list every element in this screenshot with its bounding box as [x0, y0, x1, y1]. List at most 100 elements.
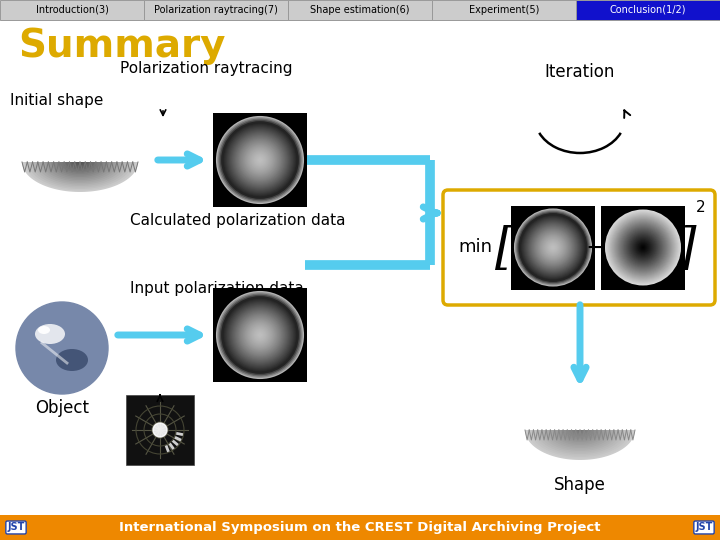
- Ellipse shape: [523, 217, 583, 278]
- Ellipse shape: [641, 246, 645, 249]
- Ellipse shape: [639, 244, 647, 251]
- Ellipse shape: [227, 302, 293, 368]
- Text: JST: JST: [7, 523, 24, 532]
- Ellipse shape: [221, 122, 299, 199]
- Ellipse shape: [546, 240, 561, 255]
- Ellipse shape: [231, 131, 289, 189]
- Ellipse shape: [530, 225, 576, 271]
- PathPatch shape: [74, 162, 86, 165]
- Ellipse shape: [637, 242, 649, 253]
- Ellipse shape: [623, 227, 663, 267]
- PathPatch shape: [572, 430, 588, 435]
- Ellipse shape: [518, 212, 588, 282]
- Ellipse shape: [246, 321, 274, 349]
- Ellipse shape: [228, 128, 292, 192]
- Ellipse shape: [227, 127, 293, 193]
- Text: ]: ]: [676, 225, 696, 274]
- PathPatch shape: [552, 430, 608, 445]
- Ellipse shape: [631, 236, 654, 259]
- Ellipse shape: [626, 231, 660, 265]
- Bar: [213, 288, 307, 382]
- Text: Summary: Summary: [18, 27, 225, 65]
- Ellipse shape: [634, 238, 652, 257]
- Ellipse shape: [520, 214, 586, 281]
- Ellipse shape: [220, 120, 300, 200]
- FancyBboxPatch shape: [443, 190, 715, 305]
- Ellipse shape: [248, 148, 272, 172]
- PathPatch shape: [544, 430, 616, 449]
- Ellipse shape: [628, 232, 658, 262]
- Ellipse shape: [535, 230, 571, 266]
- Ellipse shape: [253, 153, 266, 166]
- Ellipse shape: [243, 143, 277, 177]
- Ellipse shape: [235, 310, 284, 360]
- Ellipse shape: [233, 308, 287, 362]
- Ellipse shape: [629, 233, 657, 262]
- Ellipse shape: [223, 299, 297, 372]
- Ellipse shape: [552, 247, 554, 248]
- Ellipse shape: [611, 215, 675, 280]
- Text: International Symposium on the CREST Digital Archiving Project: International Symposium on the CREST Dig…: [120, 521, 600, 534]
- Ellipse shape: [231, 306, 289, 364]
- PathPatch shape: [564, 430, 596, 439]
- Text: Conclusion(1/2): Conclusion(1/2): [610, 5, 686, 15]
- Ellipse shape: [613, 218, 672, 277]
- Ellipse shape: [607, 211, 679, 284]
- Ellipse shape: [238, 138, 282, 181]
- Ellipse shape: [223, 124, 297, 197]
- Bar: [0, 0, 144, 20]
- Ellipse shape: [249, 149, 271, 171]
- Ellipse shape: [546, 241, 559, 254]
- Text: −: −: [585, 235, 606, 260]
- Ellipse shape: [538, 232, 568, 262]
- Ellipse shape: [544, 238, 562, 257]
- PathPatch shape: [547, 430, 613, 448]
- Ellipse shape: [233, 133, 287, 187]
- Text: 2: 2: [696, 199, 706, 214]
- PathPatch shape: [577, 430, 582, 431]
- Ellipse shape: [232, 132, 288, 188]
- Ellipse shape: [624, 228, 662, 267]
- PathPatch shape: [528, 430, 632, 458]
- PathPatch shape: [71, 162, 89, 166]
- Ellipse shape: [225, 125, 295, 195]
- Ellipse shape: [251, 151, 269, 168]
- Text: Iteration: Iteration: [545, 63, 615, 81]
- Ellipse shape: [225, 301, 294, 369]
- Ellipse shape: [522, 216, 585, 279]
- Ellipse shape: [222, 123, 297, 198]
- Ellipse shape: [234, 309, 286, 361]
- Ellipse shape: [247, 322, 273, 348]
- Ellipse shape: [621, 226, 665, 269]
- Text: min: min: [458, 239, 492, 256]
- PathPatch shape: [539, 430, 621, 453]
- Text: Calculated polarization data: Calculated polarization data: [130, 213, 346, 227]
- Ellipse shape: [524, 219, 582, 276]
- PathPatch shape: [34, 162, 127, 186]
- Ellipse shape: [549, 244, 557, 251]
- Ellipse shape: [222, 298, 297, 373]
- Ellipse shape: [539, 233, 567, 262]
- Ellipse shape: [517, 211, 589, 284]
- Bar: [432, 0, 576, 20]
- Ellipse shape: [258, 158, 262, 162]
- Ellipse shape: [245, 320, 275, 350]
- Text: Experiment(5): Experiment(5): [469, 5, 539, 15]
- PathPatch shape: [22, 162, 138, 192]
- Ellipse shape: [232, 307, 288, 363]
- Ellipse shape: [230, 305, 290, 365]
- Ellipse shape: [230, 130, 290, 190]
- Ellipse shape: [634, 239, 652, 256]
- Ellipse shape: [540, 234, 567, 261]
- Ellipse shape: [631, 235, 655, 260]
- PathPatch shape: [66, 162, 94, 170]
- Ellipse shape: [640, 245, 646, 251]
- PathPatch shape: [54, 162, 106, 176]
- PathPatch shape: [63, 162, 97, 171]
- Ellipse shape: [244, 144, 276, 176]
- Ellipse shape: [605, 210, 681, 286]
- Ellipse shape: [551, 246, 555, 249]
- Ellipse shape: [635, 240, 651, 255]
- PathPatch shape: [31, 162, 130, 187]
- Ellipse shape: [244, 319, 276, 351]
